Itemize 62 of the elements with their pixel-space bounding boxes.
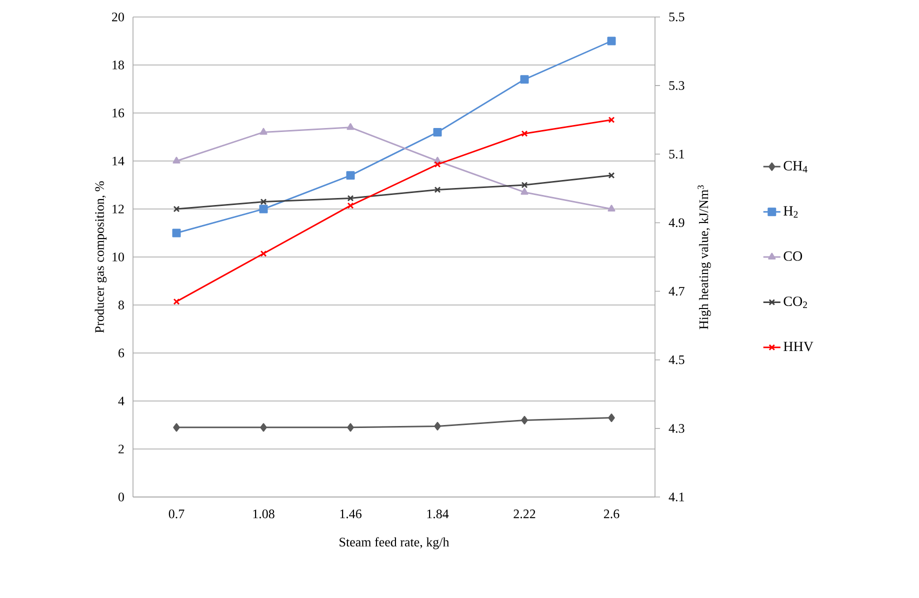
point <box>260 198 267 206</box>
y-tick-label: 12 <box>112 204 124 214</box>
y-tick-label: 4 <box>118 396 124 406</box>
y-tick-label: 8 <box>118 300 124 310</box>
y2-tick-label: 4.9 <box>668 218 684 228</box>
y-tick-label: 14 <box>112 156 124 166</box>
legend-label: H$_{2}$ <box>784 206 798 218</box>
point <box>173 206 180 212</box>
point <box>260 250 267 257</box>
x-axis-title: Steam feed rate, kg/h <box>340 537 450 550</box>
point <box>607 36 616 46</box>
x-tick-label: 1.46 <box>340 510 362 518</box>
point <box>172 228 181 238</box>
point <box>260 128 268 135</box>
y-tick-label: 20 <box>112 12 124 22</box>
point <box>173 298 180 305</box>
point <box>347 423 354 432</box>
y-tick-label: 0 <box>118 492 124 502</box>
y2-tick-label: 4.5 <box>668 355 684 364</box>
point <box>520 75 529 84</box>
y2-axis-title: High heating value, kJ/Nm$^{3}$ <box>698 185 711 330</box>
point <box>434 422 441 430</box>
legend-label: CO <box>784 251 802 261</box>
y2-tick-label: 5.3 <box>669 81 684 90</box>
legend-label: HHV <box>784 342 814 352</box>
point <box>608 116 615 124</box>
point <box>172 156 180 164</box>
point <box>608 204 616 212</box>
y2-tick-label: 4.1 <box>668 492 684 502</box>
x-tick-label: 1.08 <box>253 510 274 518</box>
y-tick-label: 16 <box>112 108 124 118</box>
point <box>347 202 354 209</box>
point <box>433 128 442 136</box>
y-tick-label: 6 <box>118 348 124 358</box>
legend-label: CO$_{2}$ <box>784 296 807 308</box>
point <box>346 171 355 180</box>
x-tick-label: 0.7 <box>168 510 184 518</box>
point <box>259 204 268 214</box>
y-tick-label: 2 <box>118 444 124 454</box>
y-tick-label: 10 <box>112 252 124 262</box>
x-tick-label: 1.84 <box>427 510 449 518</box>
y-axis-title: Producer gas composition, % <box>94 181 107 333</box>
point <box>521 182 528 188</box>
point <box>608 414 615 422</box>
point <box>173 423 180 432</box>
point <box>520 188 528 195</box>
y2-tick-label: 5.1 <box>669 150 684 159</box>
y2-tick-label: 4.3 <box>668 424 684 433</box>
point <box>608 172 615 179</box>
point <box>347 194 354 202</box>
x-tick-label: 2.22 <box>514 510 536 518</box>
point <box>521 130 528 137</box>
point <box>434 186 441 194</box>
point <box>434 161 441 168</box>
point <box>346 123 354 130</box>
point <box>260 423 267 432</box>
y2-tick-label: 5.5 <box>669 12 684 22</box>
point <box>521 416 528 424</box>
y2-tick-label: 4.7 <box>668 286 684 296</box>
legend-label: CH$_{4}$ <box>784 161 808 172</box>
x-tick-label: 2.6 <box>604 510 620 518</box>
y-tick-label: 18 <box>112 60 124 70</box>
